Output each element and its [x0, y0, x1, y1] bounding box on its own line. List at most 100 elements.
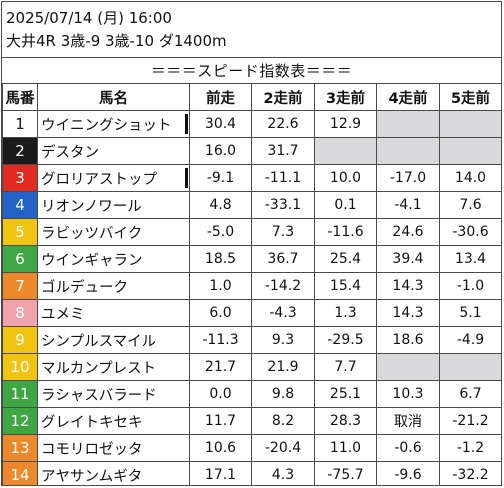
- speed-index-race-1: 30.4: [189, 110, 252, 138]
- horse-name-text: ラビッツバイク: [41, 225, 143, 242]
- horse-name-text: ラシャスバラード: [41, 387, 157, 404]
- horse-name-text: マルカンプレスト: [41, 360, 157, 377]
- speed-index-race-3: -11.6: [314, 218, 377, 246]
- horse-name-text: コモリロゼッタ: [41, 441, 143, 458]
- horse-number: 10: [2, 353, 38, 381]
- speed-index-race-4: -0.6: [376, 434, 440, 462]
- speed-index-race-5: -30.6: [439, 218, 501, 246]
- speed-index-race-4: -4.1: [376, 191, 440, 219]
- horse-number: 4: [2, 191, 38, 219]
- horse-name: デスタン: [37, 137, 190, 165]
- speed-index-race-5: -32.2: [439, 461, 501, 485]
- speed-index-race-5: [439, 353, 501, 381]
- speed-index-race-3: 15.4: [314, 272, 377, 300]
- horse-name-text: リオンノワール: [41, 198, 142, 215]
- horse-number: 8: [2, 299, 38, 327]
- table-row: 3 グロリアストップ -9.1 -11.1 10.0 -17.0 14.0: [2, 164, 501, 192]
- marker-tick: [185, 114, 188, 134]
- speed-index-race-2: 7.3: [251, 218, 315, 246]
- horse-name-text: ウインギャラン: [41, 252, 143, 269]
- speed-index-race-1: 16.0: [189, 137, 252, 165]
- speed-index-race-5: -21.2: [439, 407, 501, 435]
- speed-index-race-5: -4.9: [439, 326, 501, 354]
- speed-index-race-4: 取消: [376, 407, 440, 435]
- speed-index-race-2: 21.9: [251, 353, 315, 381]
- speed-index-race-3: 11.0: [314, 434, 377, 462]
- speed-index-race-5: 5.1: [439, 299, 501, 327]
- speed-index-race-2: 9.3: [251, 326, 315, 354]
- horse-name: ウイニングショット: [37, 110, 190, 138]
- col-header-number: 馬番: [2, 83, 38, 111]
- speed-index-race-1: 4.8: [189, 191, 252, 219]
- speed-index-race-1: 10.6: [189, 434, 252, 462]
- horse-name: アヤサンムギタ: [37, 461, 190, 485]
- marker-tick: [185, 168, 188, 188]
- speed-index-race-5: 6.7: [439, 380, 501, 408]
- speed-index-race-2: -4.3: [251, 299, 315, 327]
- speed-index-table: 馬番 馬名 前走 2走前 3走前 4走前 5走前 1 ウイニングショット 30.4 2…: [2, 83, 501, 485]
- horse-name: ユメミ: [37, 299, 190, 327]
- horse-number: 2: [2, 137, 38, 165]
- horse-name: リオンノワール: [37, 191, 190, 219]
- speed-index-race-1: 1.0: [189, 272, 252, 300]
- speed-index-race-4: [376, 110, 440, 138]
- horse-name-text: ゴルデューク: [41, 279, 128, 296]
- col-header-3-races-ago: 3走前: [314, 83, 377, 111]
- horse-number: 5: [2, 218, 38, 246]
- table-row: 13 コモリロゼッタ 10.6 -20.4 11.0 -0.6 -1.2: [2, 434, 501, 462]
- horse-number: 3: [2, 164, 38, 192]
- horse-name-text: グレイトキセキ: [41, 414, 143, 431]
- table-row: 4 リオンノワール 4.8 -33.1 0.1 -4.1 7.6: [2, 191, 501, 219]
- speed-index-race-5: 14.0: [439, 164, 501, 192]
- speed-index-race-5: 7.6: [439, 191, 501, 219]
- col-header-horse-name: 馬名: [37, 83, 190, 111]
- horse-name-text: グロリアストップ: [41, 171, 157, 188]
- table-row: 2 デスタン 16.0 31.7: [2, 137, 501, 165]
- horse-name: グロリアストップ: [37, 164, 190, 192]
- speed-index-race-4: [376, 353, 440, 381]
- horse-name: グレイトキセキ: [37, 407, 190, 435]
- speed-index-race-2: -33.1: [251, 191, 315, 219]
- table-row: 1 ウイニングショット 30.4 22.6 12.9: [2, 110, 501, 138]
- speed-index-race-5: [439, 110, 501, 138]
- horse-number: 11: [2, 380, 38, 408]
- horse-name: ラシャスバラード: [37, 380, 190, 408]
- speed-index-race-4: 39.4: [376, 245, 440, 273]
- horse-name: ウインギャラン: [37, 245, 190, 273]
- speed-index-race-3: 25.1: [314, 380, 377, 408]
- speed-index-race-2: 8.2: [251, 407, 315, 435]
- table-title: ＝＝＝スピード指数表＝＝＝: [2, 57, 501, 84]
- speed-index-race-3: 25.4: [314, 245, 377, 273]
- horse-number: 1: [2, 110, 38, 138]
- speed-index-race-4: -9.6: [376, 461, 440, 485]
- speed-index-race-3: 0.1: [314, 191, 377, 219]
- speed-index-race-3: 28.3: [314, 407, 377, 435]
- speed-index-race-3: [314, 137, 377, 165]
- speed-index-race-2: 9.8: [251, 380, 315, 408]
- speed-index-race-4: 24.6: [376, 218, 440, 246]
- table-row: 11 ラシャスバラード 0.0 9.8 25.1 10.3 6.7: [2, 380, 501, 408]
- speed-index-race-1: -11.3: [189, 326, 252, 354]
- col-header-2-races-ago: 2走前: [251, 83, 315, 111]
- table-row: 7 ゴルデューク 1.0 -14.2 15.4 14.3 -1.0: [2, 272, 501, 300]
- speed-index-race-3: 10.0: [314, 164, 377, 192]
- speed-index-race-2: 4.3: [251, 461, 315, 485]
- speed-index-race-5: -1.2: [439, 434, 501, 462]
- header-row: 馬番 馬名 前走 2走前 3走前 4走前 5走前: [2, 83, 501, 111]
- table-row: 5 ラビッツバイク -5.0 7.3 -11.6 24.6 -30.6: [2, 218, 501, 246]
- table-row: 8 ユメミ 6.0 -4.3 1.3 14.3 5.1: [2, 299, 501, 327]
- table-row: 6 ウインギャラン 18.5 36.7 25.4 39.4 13.4: [2, 245, 501, 273]
- speed-index-race-1: 0.0: [189, 380, 252, 408]
- horse-number: 6: [2, 245, 38, 273]
- speed-index-race-2: 36.7: [251, 245, 315, 273]
- horse-name-text: ウイニングショット: [41, 117, 172, 134]
- speed-index-race-2: 31.7: [251, 137, 315, 165]
- horse-number: 9: [2, 326, 38, 354]
- speed-index-race-1: 18.5: [189, 245, 252, 273]
- speed-index-race-2: -14.2: [251, 272, 315, 300]
- speed-index-race-3: 7.7: [314, 353, 377, 381]
- horse-name: マルカンプレスト: [37, 353, 190, 381]
- horse-number: 12: [2, 407, 38, 435]
- speed-index-race-4: [376, 137, 440, 165]
